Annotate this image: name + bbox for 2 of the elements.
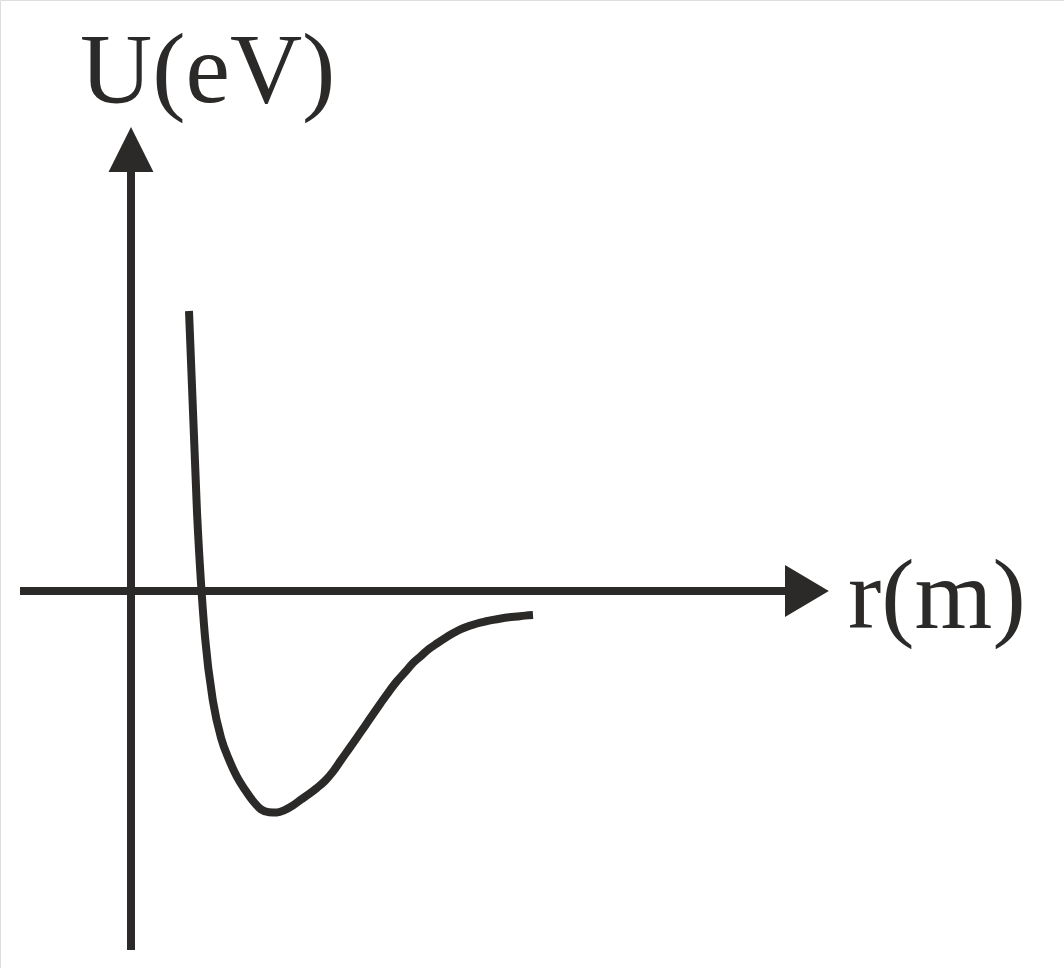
y-axis-title: U(eV)	[80, 13, 336, 124]
x-axis-title: r(m)	[848, 539, 1026, 650]
